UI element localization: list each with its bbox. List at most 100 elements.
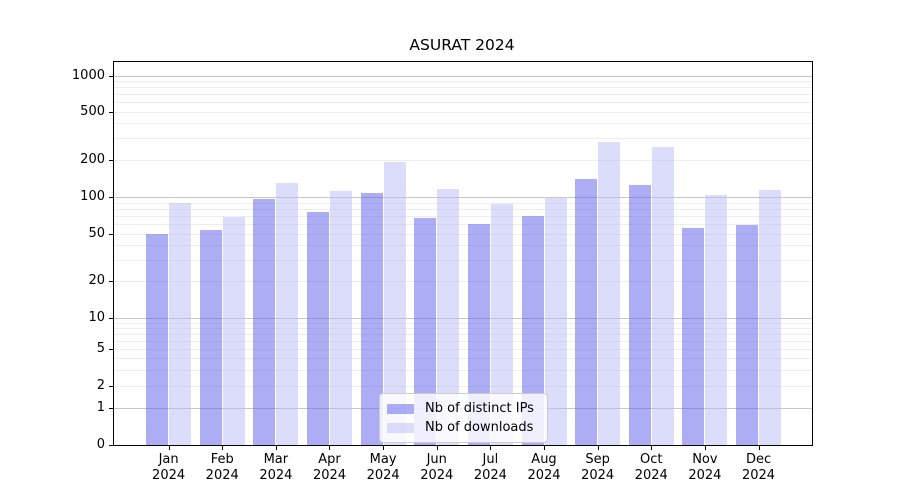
y-tick-mark	[109, 386, 114, 387]
bar-distinct-ips	[253, 198, 276, 445]
x-label-year: 2024	[473, 468, 507, 483]
x-tick-label: Oct 2024	[635, 452, 668, 484]
x-label-month: Nov	[692, 452, 718, 467]
y-tick-mark	[109, 444, 114, 446]
y-tick-label: 200	[80, 151, 105, 167]
legend-label-downloads: Nb of downloads	[425, 420, 534, 435]
legend-swatch-distinct-ips	[387, 403, 414, 414]
x-tick-label: Nov 2024	[688, 452, 721, 484]
y-tick-mark	[109, 349, 114, 350]
x-label-year: 2024	[366, 468, 400, 483]
gridline-minor	[114, 202, 812, 204]
x-tick-label: Jul 2024	[474, 452, 507, 484]
gridline-minor	[114, 94, 812, 96]
y-tick-label: 20	[88, 273, 105, 288]
y-tick-mark	[109, 75, 114, 77]
gridline-minor	[114, 349, 812, 350]
bar-downloads	[759, 190, 782, 445]
x-tick-label: Jan 2024	[152, 452, 185, 484]
y-tick-label: 50	[88, 226, 105, 241]
x-tick-label: Feb 2024	[206, 452, 239, 484]
bar-downloads	[651, 147, 674, 445]
bar-distinct-ips	[575, 178, 598, 445]
x-tick-mark	[329, 445, 331, 450]
y-tick-label: 5	[96, 341, 105, 356]
x-label-month: May	[369, 452, 397, 467]
bar-distinct-ips	[146, 234, 169, 445]
chart-title: ASURAT 2024	[409, 36, 515, 54]
bar-downloads	[329, 190, 352, 445]
x-label-month: Feb	[210, 452, 234, 467]
y-tick-label: 1	[96, 400, 105, 415]
x-tick-label: Mar 2024	[259, 452, 292, 484]
bar-distinct-ips	[414, 218, 437, 445]
x-label-month: Dec	[745, 452, 772, 467]
gridline-minor	[114, 245, 812, 247]
bar-downloads	[705, 194, 728, 445]
x-tick-mark	[275, 445, 277, 450]
bar-distinct-ips	[467, 224, 490, 445]
gridline-minor	[114, 386, 812, 387]
x-label-year: 2024	[741, 468, 776, 483]
gridline-minor	[114, 123, 812, 125]
y-tick-mark	[109, 159, 114, 161]
gridline-minor	[114, 159, 812, 161]
y-tick-label: 500	[80, 103, 105, 119]
x-tick-mark	[597, 445, 599, 450]
bar-distinct-ips	[628, 184, 651, 445]
gridline-major	[114, 318, 812, 319]
x-tick-mark	[383, 445, 385, 450]
legend-swatch-downloads	[387, 422, 414, 433]
gridline-major	[114, 75, 812, 77]
gridline-minor	[114, 322, 812, 324]
x-label-year: 2024	[581, 468, 615, 483]
y-tick-label: 0	[96, 436, 105, 452]
x-tick-mark	[168, 445, 170, 450]
legend: Nb of distinct IPs Nb of downloads	[379, 393, 548, 443]
x-tick-mark	[704, 445, 706, 450]
x-label-month: Jun	[426, 452, 447, 467]
x-tick-label: Sep 2024	[581, 452, 614, 484]
legend-label-distinct-ips: Nb of distinct IPs	[425, 401, 534, 416]
gridline-minor	[114, 260, 812, 262]
x-label-month: Aug	[531, 452, 557, 467]
gridline-minor	[114, 369, 812, 371]
y-tick-mark	[109, 111, 114, 113]
x-label-year: 2024	[205, 468, 239, 483]
x-label-year: 2024	[420, 468, 454, 483]
bar-distinct-ips	[682, 227, 705, 445]
x-label-year: 2024	[634, 468, 668, 483]
gridline-minor	[114, 234, 812, 235]
bar-downloads	[598, 141, 621, 445]
gridline-minor	[114, 340, 812, 342]
y-tick-label: 100	[80, 189, 105, 204]
bar-downloads	[383, 162, 406, 445]
x-label-year: 2024	[527, 468, 561, 483]
bar-downloads	[222, 216, 245, 445]
gridline-minor	[114, 327, 812, 329]
x-label-month: Jan	[158, 452, 179, 467]
gridline-minor	[114, 102, 812, 104]
plot-area: Nb of distinct IPs Nb of downloads 0 1 2 5 1…	[72, 61, 813, 483]
x-tick-mark	[436, 445, 438, 450]
bar-distinct-ips	[736, 225, 759, 445]
gridline-minor	[114, 80, 812, 82]
x-label-year: 2024	[312, 468, 347, 483]
x-tick-mark	[651, 445, 653, 450]
x-tick-label: May 2024	[367, 452, 400, 484]
gridline-minor	[114, 216, 812, 218]
y-tick-label: 1000	[71, 67, 105, 83]
y-tick-mark	[109, 197, 114, 198]
x-label-month: Mar	[263, 452, 289, 467]
bar-distinct-ips	[360, 193, 383, 445]
gridline-minor	[114, 358, 812, 359]
y-tick-mark	[109, 318, 114, 319]
y-tick-mark	[109, 234, 114, 235]
x-label-year: 2024	[259, 468, 293, 483]
gridline-major	[114, 197, 812, 198]
x-label-month: Sep	[585, 452, 610, 467]
gridline-minor	[114, 333, 812, 335]
x-tick-mark	[544, 445, 545, 450]
bar-distinct-ips	[199, 229, 222, 445]
